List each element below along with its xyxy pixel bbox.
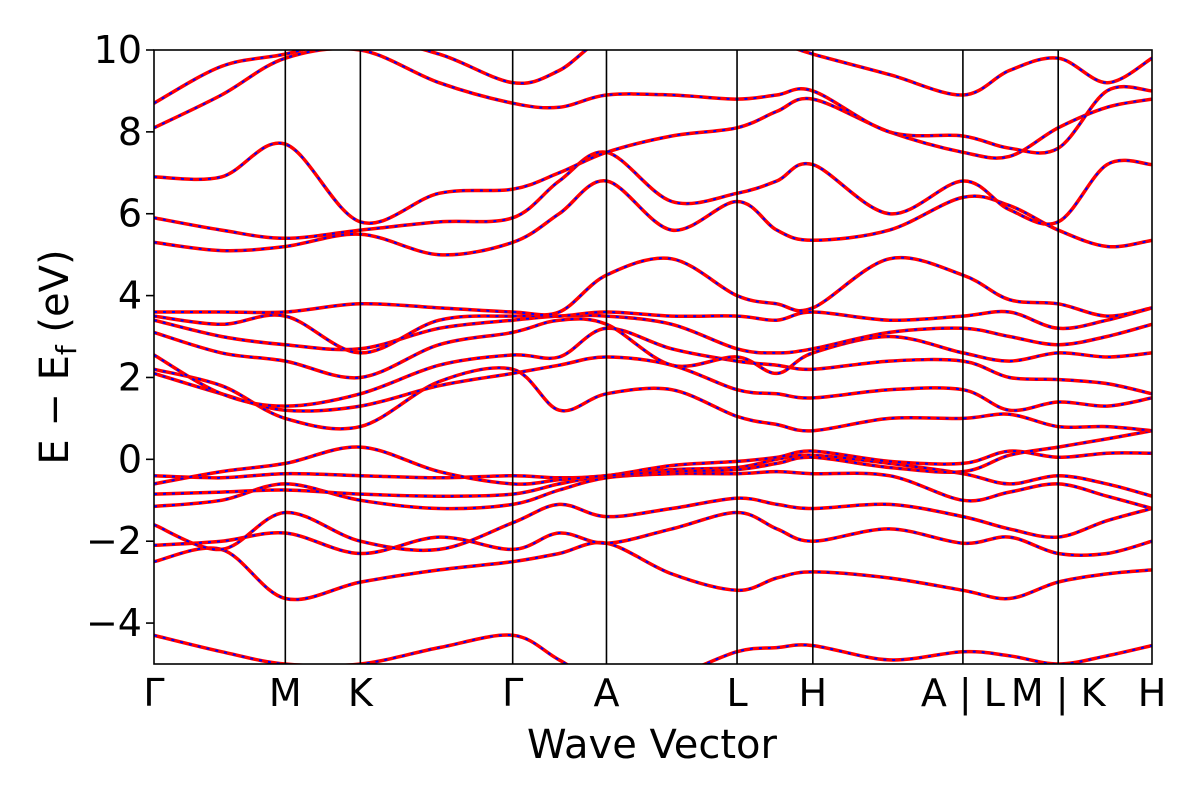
band-line-overlay-16 — [154, 179, 1152, 256]
band-line-overlay-4 — [154, 497, 1152, 552]
band-line-overlay-15 — [154, 256, 1152, 318]
band-line-overlay-9 — [154, 366, 1152, 432]
band-line-19 — [154, 50, 1152, 155]
band-line-overlay-6 — [154, 454, 1152, 498]
y-tick-label-1: −4 — [86, 601, 142, 645]
y-tick-label-2: −2 — [86, 519, 142, 563]
y-tick-label-8: 10 — [94, 28, 142, 72]
plot-frame — [153, 49, 1153, 665]
band-line-2 — [154, 540, 1152, 602]
band-line-overlay-8 — [154, 429, 1152, 486]
band-lines — [154, 50, 1152, 664]
y-axis-ticks: −4 −2 0 2 4 6 8 10 — [86, 28, 154, 645]
band-line-10 — [154, 355, 1152, 413]
y-tick-label-3: 0 — [118, 437, 142, 481]
y-tick-label-7: 8 — [118, 110, 142, 154]
x-tick-label-8: A | L — [921, 671, 1005, 716]
y-axis-label-subscript: f — [50, 344, 83, 355]
band-line-overlay-17 — [154, 151, 1152, 240]
y-tick-label-6: 6 — [118, 192, 142, 236]
band-line-overlay-18 — [154, 97, 1152, 225]
x-tick-label-3: K — [348, 671, 374, 715]
band-line-12 — [154, 317, 1152, 380]
x-tick-label-9: M | K — [1011, 671, 1107, 716]
band-line-3 — [154, 510, 1152, 558]
y-axis-label-unit: (eV) — [32, 249, 78, 345]
y-tick-label-4: 2 — [118, 355, 142, 399]
x-tick-label-7: H — [799, 671, 828, 715]
high-symmetry-lines — [284, 50, 1060, 664]
band-line-overlay-11 — [154, 327, 1152, 408]
band-line-overlay-5 — [154, 470, 1152, 510]
band-line-20 — [154, 50, 1152, 105]
x-tick-label-6: L — [726, 671, 747, 715]
x-tick-label-4: Γ — [502, 671, 523, 715]
y-axis-label: E − Ef (eV) — [32, 249, 83, 464]
y-axis-label-main: E − E — [32, 355, 78, 465]
x-tick-label-10: H — [1138, 671, 1167, 715]
band-line-7 — [154, 449, 1152, 480]
y-tick-label-5: 4 — [118, 274, 142, 318]
band-line-14 — [154, 306, 1152, 355]
band-line-overlay-1 — [154, 634, 1152, 664]
x-tick-label-1: Γ — [143, 671, 164, 715]
x-tick-label-2: M — [269, 671, 302, 715]
x-tick-label-5: A — [593, 671, 619, 715]
x-axis-label: Wave Vector — [527, 722, 778, 768]
